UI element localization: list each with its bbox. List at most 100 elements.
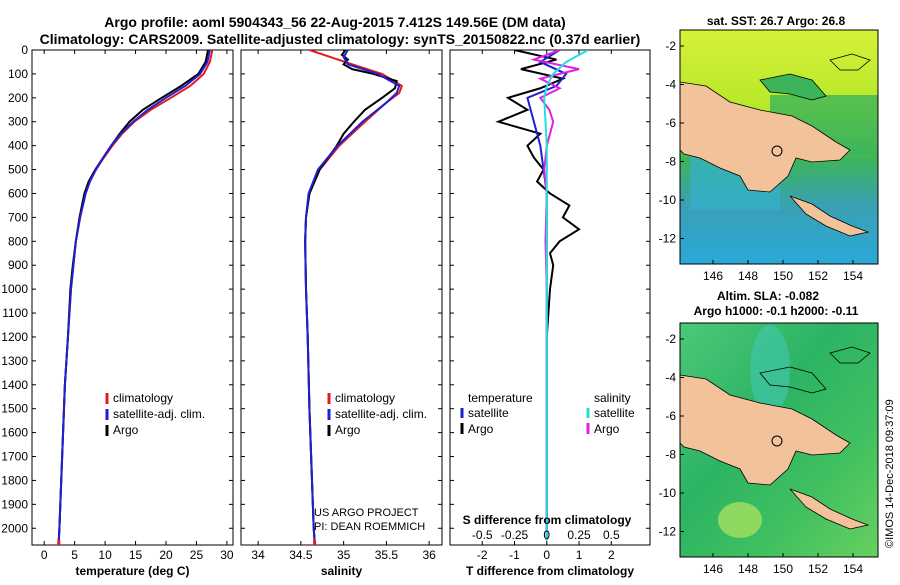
legend-s-satellite: satellite bbox=[594, 406, 635, 420]
depth-tick-label: 1200 bbox=[1, 330, 28, 344]
salinity-x-tick-label: 35.5 bbox=[375, 548, 399, 562]
sla-map: -2 -4 -6 -8 -10 -12 146 148 150 152 154 bbox=[659, 322, 879, 576]
depth-tick-label: 1000 bbox=[1, 282, 28, 296]
depth-tick-label: 800 bbox=[8, 234, 28, 248]
difference-panel: -2 -1 0 1 2 T difference from climatology S di… bbox=[449, 49, 651, 578]
salinity-x-axis-label: salinity bbox=[321, 564, 363, 578]
lon-tick-label: 150 bbox=[773, 269, 793, 283]
lon-tick-label: 152 bbox=[808, 562, 828, 576]
salinity-x-tick-label: 35 bbox=[337, 548, 351, 562]
temperature-x-axis-label: temperature (deg C) bbox=[75, 564, 189, 578]
legend-label: Argo bbox=[113, 423, 139, 437]
legend-label: Argo bbox=[335, 423, 361, 437]
legend-t-satellite: satellite bbox=[468, 406, 509, 420]
temperature-panel: 0100200300400500600700800900100011001200… bbox=[1, 43, 234, 578]
s-diff-tick-label: -0.5 bbox=[472, 528, 493, 542]
salinity-x-tick-label: 36 bbox=[422, 548, 436, 562]
legend-t-argo: Argo bbox=[468, 422, 494, 436]
salinity-panel: 34 34.5 35 35.5 36 salinity climatology satelli… bbox=[240, 49, 443, 578]
s-diff-argo-line bbox=[530, 50, 580, 541]
depth-tick-label: 500 bbox=[8, 163, 28, 177]
depth-tick-label: 1500 bbox=[1, 402, 28, 416]
credit-project: US ARGO PROJECT bbox=[314, 507, 419, 519]
lat-tick-label: -4 bbox=[665, 371, 676, 385]
salinity-x-tick-label: 34 bbox=[251, 548, 265, 562]
legend-label: climatology bbox=[113, 391, 173, 405]
lon-tick-label: 146 bbox=[703, 269, 723, 283]
s-diff-satellite-line bbox=[543, 50, 589, 541]
lon-tick-label: 148 bbox=[738, 562, 758, 576]
sla-map-subtitle: Argo h1000: -0.1 h2000: -0.11 bbox=[694, 304, 859, 318]
s-diff-label: S difference from climatology bbox=[463, 513, 632, 527]
t-diff-argo-line bbox=[495, 50, 581, 541]
new-guinea-land bbox=[680, 81, 851, 193]
temperature-x-tick-label: 5 bbox=[71, 548, 78, 562]
lat-tick-label: -12 bbox=[659, 525, 677, 539]
lat-tick-label: -10 bbox=[659, 486, 677, 500]
lon-tick-label: 148 bbox=[738, 269, 758, 283]
salinity-argo-line bbox=[304, 50, 398, 541]
depth-tick-label: 0 bbox=[21, 43, 28, 57]
temperature-x-tick-label: 25 bbox=[190, 548, 204, 562]
lat-tick-label: -10 bbox=[659, 193, 677, 207]
credit-pi: PI: DEAN ROEMMICH bbox=[314, 521, 425, 533]
depth-tick-label: 2000 bbox=[1, 521, 28, 535]
legend-label: satellite-adj. clim. bbox=[335, 407, 427, 421]
lat-tick-label: -6 bbox=[665, 116, 676, 130]
depth-tick-label: 1400 bbox=[1, 378, 28, 392]
s-diff-tick-label: 0.25 bbox=[567, 528, 591, 542]
lat-tick-label: -4 bbox=[665, 78, 676, 92]
temperature-axes-frame bbox=[31, 49, 234, 546]
temperature-x-tick-label: 10 bbox=[98, 548, 112, 562]
lon-tick-label: 154 bbox=[843, 562, 863, 576]
argo-position-marker bbox=[771, 145, 783, 157]
lat-tick-label: -6 bbox=[665, 409, 676, 423]
depth-tick-label: 400 bbox=[8, 139, 28, 153]
salinity-x-tick-label: 34.5 bbox=[289, 548, 313, 562]
temperature-satellite-line bbox=[57, 50, 211, 541]
s-diff-tick-label: -0.25 bbox=[501, 528, 529, 542]
differences-x-tick-label: 1 bbox=[576, 548, 583, 562]
lon-tick-label: 150 bbox=[773, 562, 793, 576]
differences-axes-frame bbox=[449, 49, 651, 546]
depth-tick-label: 1600 bbox=[1, 426, 28, 440]
depth-tick-label: 600 bbox=[8, 186, 28, 200]
depth-tick-label: 1100 bbox=[2, 306, 28, 320]
temperature-x-tick-label: 30 bbox=[220, 548, 234, 562]
salinity-satellite-line bbox=[304, 50, 401, 541]
legend-s-argo: Argo bbox=[594, 422, 620, 436]
depth-tick-label: 1900 bbox=[1, 497, 28, 511]
depth-tick-label: 1700 bbox=[1, 450, 28, 464]
lon-tick-label: 154 bbox=[843, 269, 863, 283]
depth-tick-label: 300 bbox=[8, 115, 28, 129]
legend-salinity-header: salinity bbox=[594, 391, 631, 405]
lat-tick-label: -2 bbox=[665, 39, 676, 53]
depth-tick-label: 1300 bbox=[1, 354, 28, 368]
differences-x-axis-label: T difference from climatology bbox=[466, 564, 634, 578]
temperature-x-tick-label: 15 bbox=[129, 548, 143, 562]
temperature-climatology-line bbox=[57, 50, 214, 541]
depth-tick-label: 200 bbox=[8, 91, 28, 105]
figure-title-line1: Argo profile: aoml 5904343_56 22-Aug-201… bbox=[104, 14, 565, 30]
sla-map-title: Altim. SLA: -0.082 bbox=[717, 289, 819, 303]
figure-title-line2: Climatology: CARS2009. Satellite-adjuste… bbox=[40, 31, 641, 47]
differences-x-tick-label: -1 bbox=[509, 548, 520, 562]
lon-tick-label: 146 bbox=[703, 562, 723, 576]
lat-tick-label: -8 bbox=[665, 155, 676, 169]
legend-label: climatology bbox=[335, 391, 395, 405]
lat-tick-label: -12 bbox=[659, 232, 677, 246]
sst-map: -2 -4 -6 -8 -10 -12 146 148 150 152 154 bbox=[659, 29, 879, 283]
differences-x-tick-label: 0 bbox=[543, 548, 550, 562]
temperature-x-tick-label: 20 bbox=[159, 548, 173, 562]
differences-x-tick-label: -2 bbox=[477, 548, 488, 562]
salinity-axes-frame bbox=[240, 49, 443, 546]
s-diff-tick-label: 0 bbox=[543, 528, 550, 542]
lat-tick-label: -8 bbox=[665, 448, 676, 462]
temperature-x-tick-label: 0 bbox=[41, 548, 48, 562]
sst-map-title: sat. SST: 26.7 Argo: 26.8 bbox=[707, 14, 846, 28]
legend-label: satellite-adj. clim. bbox=[113, 407, 205, 421]
depth-tick-label: 900 bbox=[8, 258, 28, 272]
depth-tick-label: 700 bbox=[8, 210, 28, 224]
